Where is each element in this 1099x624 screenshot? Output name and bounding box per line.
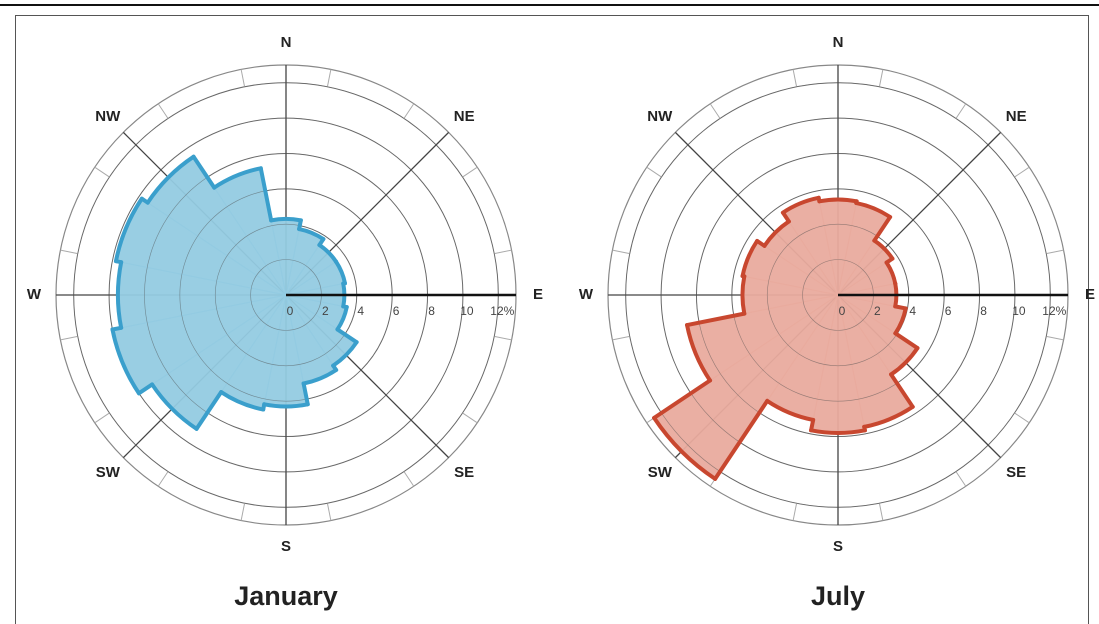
band-tick <box>709 103 721 119</box>
r-tick-label: 12% <box>490 304 514 318</box>
band-tick <box>878 503 884 521</box>
sector-outline <box>262 402 310 409</box>
band-tick <box>494 335 512 341</box>
direction-label: NE <box>1006 108 1027 125</box>
chart-title: January <box>234 581 338 611</box>
r-tick-label: 8 <box>428 304 435 318</box>
sector-outline <box>809 428 867 435</box>
direction-label: E <box>1085 286 1095 303</box>
band-tick <box>646 166 662 178</box>
frame <box>15 15 1089 624</box>
band-tick <box>1014 412 1030 424</box>
r-tick-label: 4 <box>909 304 916 318</box>
direction-label: W <box>27 286 42 303</box>
direction-label: SE <box>1006 464 1026 481</box>
band-tick <box>94 166 110 178</box>
band-tick <box>326 503 332 521</box>
sector-outline <box>145 154 196 205</box>
r-tick-label: 0 <box>839 304 846 318</box>
sector-step <box>816 195 822 204</box>
band-tick <box>1046 249 1064 255</box>
r-tick-label: 2 <box>322 304 329 318</box>
sector-outline <box>652 415 718 481</box>
sector-step <box>685 311 747 328</box>
band-tick <box>878 69 884 87</box>
chart-title: July <box>811 581 865 611</box>
sector-outline <box>269 216 303 223</box>
r-tick-label: 2 <box>874 304 881 318</box>
sector-step <box>893 331 920 351</box>
sector-outline <box>110 327 141 396</box>
r-tick-label: 8 <box>980 304 987 318</box>
band-tick <box>955 471 967 487</box>
direction-label: NW <box>95 108 121 125</box>
sector-outline <box>113 196 144 264</box>
direction-label: SW <box>648 464 673 481</box>
sector-outline <box>862 404 915 429</box>
direction-label: SW <box>96 464 121 481</box>
sector-outline <box>219 390 266 412</box>
sector-outline <box>765 398 816 422</box>
direction-label: W <box>579 286 594 303</box>
direction-label: SE <box>454 464 474 481</box>
sector-step <box>335 327 359 345</box>
sector-step <box>713 398 770 481</box>
band-tick <box>157 103 169 119</box>
band-tick <box>494 249 512 255</box>
sector-step <box>258 166 274 223</box>
sector-outline <box>115 260 124 330</box>
sector-step <box>889 372 915 409</box>
sector-step <box>194 390 224 431</box>
band-tick <box>1046 335 1064 341</box>
band-tick <box>403 103 415 119</box>
r-tick-label: 10 <box>460 304 474 318</box>
r-tick-label: 4 <box>357 304 364 318</box>
direction-label: N <box>281 34 292 51</box>
sector-step <box>301 381 310 407</box>
band-tick <box>792 503 798 521</box>
sector-outline <box>817 197 859 204</box>
sector-outline <box>150 382 199 431</box>
band-tick <box>240 69 246 87</box>
direction-label: S <box>833 538 843 555</box>
wind-rose-chart: 0 2 4 6 8 10 12% N NE E SE S SW W NW July <box>579 34 1095 611</box>
direction-label: E <box>533 286 543 303</box>
r-tick-label: 0 <box>287 304 294 318</box>
band-tick <box>94 412 110 424</box>
band-tick <box>403 471 415 487</box>
band-tick <box>612 249 630 255</box>
band-tick <box>60 335 78 341</box>
band-tick <box>612 335 630 341</box>
band-tick <box>60 249 78 255</box>
band-tick <box>792 69 798 87</box>
r-tick-label: 6 <box>945 304 952 318</box>
sector-outline <box>685 323 713 383</box>
sector-outline <box>740 274 747 316</box>
sector-step <box>191 154 217 190</box>
direction-label: NE <box>454 108 475 125</box>
direction-label: NW <box>647 108 673 125</box>
wind-rose-chart: 0 2 4 6 8 10 12% N NE E SE S SW W NW January <box>27 34 543 611</box>
sector-step <box>136 382 155 396</box>
r-tick-label: 12% <box>1042 304 1066 318</box>
sector-outline <box>212 166 263 190</box>
band-tick <box>462 412 478 424</box>
band-tick <box>157 471 169 487</box>
direction-label: S <box>281 538 291 555</box>
r-tick-label: 10 <box>1012 304 1026 318</box>
band-tick <box>462 166 478 178</box>
sector-step <box>652 378 713 420</box>
direction-label: N <box>833 34 844 51</box>
band-tick <box>326 69 332 87</box>
band-tick <box>240 503 246 521</box>
r-tick-label: 6 <box>393 304 400 318</box>
band-tick <box>955 103 967 119</box>
band-tick <box>1014 166 1030 178</box>
sector-step <box>872 215 893 243</box>
